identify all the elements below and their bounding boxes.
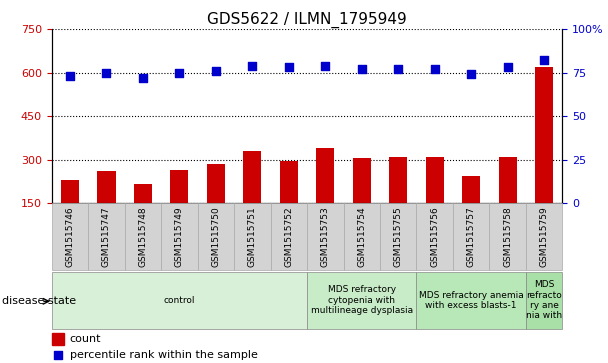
Point	[430, 66, 440, 72]
Bar	[61, 180, 79, 247]
Bar	[134, 184, 152, 247]
Point	[539, 57, 549, 63]
Text: GSM1515749: GSM1515749	[175, 207, 184, 267]
FancyBboxPatch shape	[307, 272, 416, 329]
Point	[466, 72, 476, 77]
FancyBboxPatch shape	[489, 203, 526, 270]
Bar	[52, 333, 64, 345]
Text: percentile rank within the sample: percentile rank within the sample	[69, 350, 257, 360]
Bar	[207, 164, 225, 247]
FancyBboxPatch shape	[234, 203, 271, 270]
FancyBboxPatch shape	[416, 203, 453, 270]
FancyBboxPatch shape	[161, 203, 198, 270]
Point	[357, 66, 367, 72]
Bar	[170, 170, 188, 247]
FancyBboxPatch shape	[307, 203, 344, 270]
Point	[211, 68, 221, 74]
FancyBboxPatch shape	[380, 203, 416, 270]
FancyBboxPatch shape	[88, 203, 125, 270]
Text: GSM1515750: GSM1515750	[212, 207, 220, 267]
Bar	[426, 157, 444, 247]
Bar	[535, 67, 553, 247]
Text: MDS refractory
cytopenia with
multilineage dysplasia: MDS refractory cytopenia with multilinea…	[311, 285, 413, 315]
Title: GDS5622 / ILMN_1795949: GDS5622 / ILMN_1795949	[207, 12, 407, 28]
Bar	[243, 151, 261, 247]
Bar	[462, 176, 480, 247]
Point	[65, 73, 75, 79]
Point	[320, 63, 330, 69]
Point	[174, 70, 184, 76]
Text: GSM1515751: GSM1515751	[248, 207, 257, 267]
Text: count: count	[69, 334, 101, 344]
Text: GSM1515755: GSM1515755	[394, 207, 402, 267]
Bar	[499, 157, 517, 247]
Point	[138, 75, 148, 81]
Text: GSM1515758: GSM1515758	[503, 207, 512, 267]
Point	[284, 65, 294, 70]
Text: GSM1515753: GSM1515753	[321, 207, 330, 267]
Text: GSM1515747: GSM1515747	[102, 207, 111, 267]
FancyBboxPatch shape	[125, 203, 161, 270]
Text: GSM1515759: GSM1515759	[540, 207, 548, 267]
Text: GSM1515756: GSM1515756	[430, 207, 439, 267]
FancyBboxPatch shape	[344, 203, 380, 270]
Text: MDS refractory anemia
with excess blasts-1: MDS refractory anemia with excess blasts…	[419, 291, 523, 310]
Bar	[316, 148, 334, 247]
FancyBboxPatch shape	[52, 272, 307, 329]
Bar	[389, 157, 407, 247]
FancyBboxPatch shape	[526, 272, 562, 329]
Text: control: control	[164, 296, 195, 305]
Text: disease state: disease state	[2, 296, 76, 306]
Text: GSM1515746: GSM1515746	[66, 207, 74, 267]
Bar	[97, 171, 116, 247]
Bar	[353, 158, 371, 247]
FancyBboxPatch shape	[52, 203, 88, 270]
Point	[102, 70, 111, 76]
Text: GSM1515748: GSM1515748	[139, 207, 147, 267]
FancyBboxPatch shape	[526, 203, 562, 270]
FancyBboxPatch shape	[416, 272, 526, 329]
FancyBboxPatch shape	[271, 203, 307, 270]
Text: GSM1515754: GSM1515754	[358, 207, 366, 267]
Point	[358, 269, 368, 275]
Bar	[280, 161, 298, 247]
Text: GSM1515752: GSM1515752	[285, 207, 293, 267]
FancyBboxPatch shape	[453, 203, 489, 270]
Point	[247, 63, 257, 69]
Text: MDS
refracto
ry ane
nia with: MDS refracto ry ane nia with	[526, 280, 562, 321]
Text: GSM1515757: GSM1515757	[467, 207, 475, 267]
FancyBboxPatch shape	[198, 203, 234, 270]
Point	[393, 66, 403, 72]
Point	[503, 65, 513, 70]
